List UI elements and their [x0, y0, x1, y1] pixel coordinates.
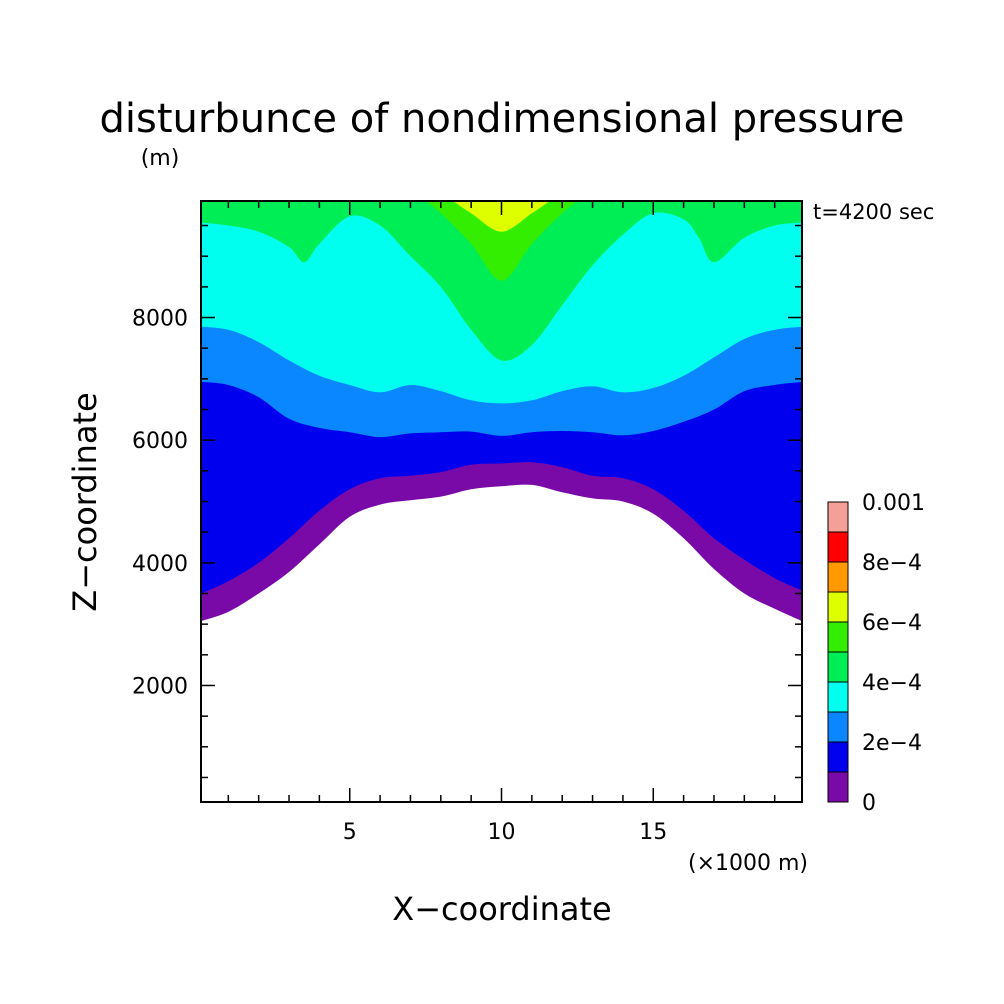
y-tick-label: 6000 [132, 429, 188, 454]
y-tick-label: 2000 [132, 674, 188, 699]
colorbar-swatch [827, 591, 849, 623]
colorbar-swatch [827, 771, 849, 803]
colorbar-label: 4e−4 [862, 671, 922, 696]
time-label: t=4200 sec [813, 200, 934, 224]
y-axis-label: Z−coordinate [66, 392, 104, 611]
colorbar-label: 8e−4 [862, 551, 922, 576]
y-axis-ticks: 2000 4000 6000 8000 [132, 224, 802, 779]
colorbar-label: 0 [862, 791, 876, 816]
colorbar-swatch [827, 531, 849, 563]
x-unit-label: (×1000 m) [688, 851, 808, 876]
colorbar-swatch [827, 711, 849, 743]
colorbar: 0 2e−4 4e−4 6e−4 8e−4 0.001 [827, 491, 925, 816]
contour-band-5 [425, 201, 578, 281]
x-axis-label: X−coordinate [392, 890, 611, 928]
y-unit-label: (m) [141, 146, 180, 171]
x-tick-label: 10 [488, 820, 516, 845]
colorbar-label: 6e−4 [862, 611, 922, 636]
colorbar-label: 0.001 [862, 491, 925, 516]
colorbar-swatch [827, 741, 849, 773]
colorbar-swatch [827, 501, 849, 533]
contour-band-6 [452, 201, 551, 232]
colorbar-swatch [827, 651, 849, 683]
contour-band-4 [201, 201, 802, 361]
colorbar-swatch [827, 561, 849, 593]
x-tick-label: 15 [639, 820, 667, 845]
colorbar-swatch [827, 621, 849, 653]
colorbar-swatch [827, 681, 849, 713]
colorbar-label: 2e−4 [862, 731, 922, 756]
x-axis-ticks: 5 10 15 [227, 201, 776, 845]
chart-title: disturbunce of nondimensional pressure [100, 96, 905, 142]
y-tick-label: 8000 [132, 307, 188, 332]
x-tick-label: 5 [343, 820, 357, 845]
y-tick-label: 4000 [132, 552, 188, 577]
contour-fill-layer [201, 201, 802, 622]
